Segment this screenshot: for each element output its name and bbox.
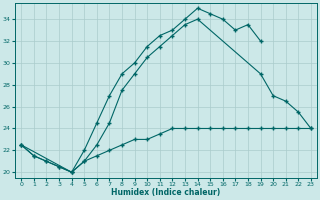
X-axis label: Humidex (Indice chaleur): Humidex (Indice chaleur) <box>111 188 221 197</box>
